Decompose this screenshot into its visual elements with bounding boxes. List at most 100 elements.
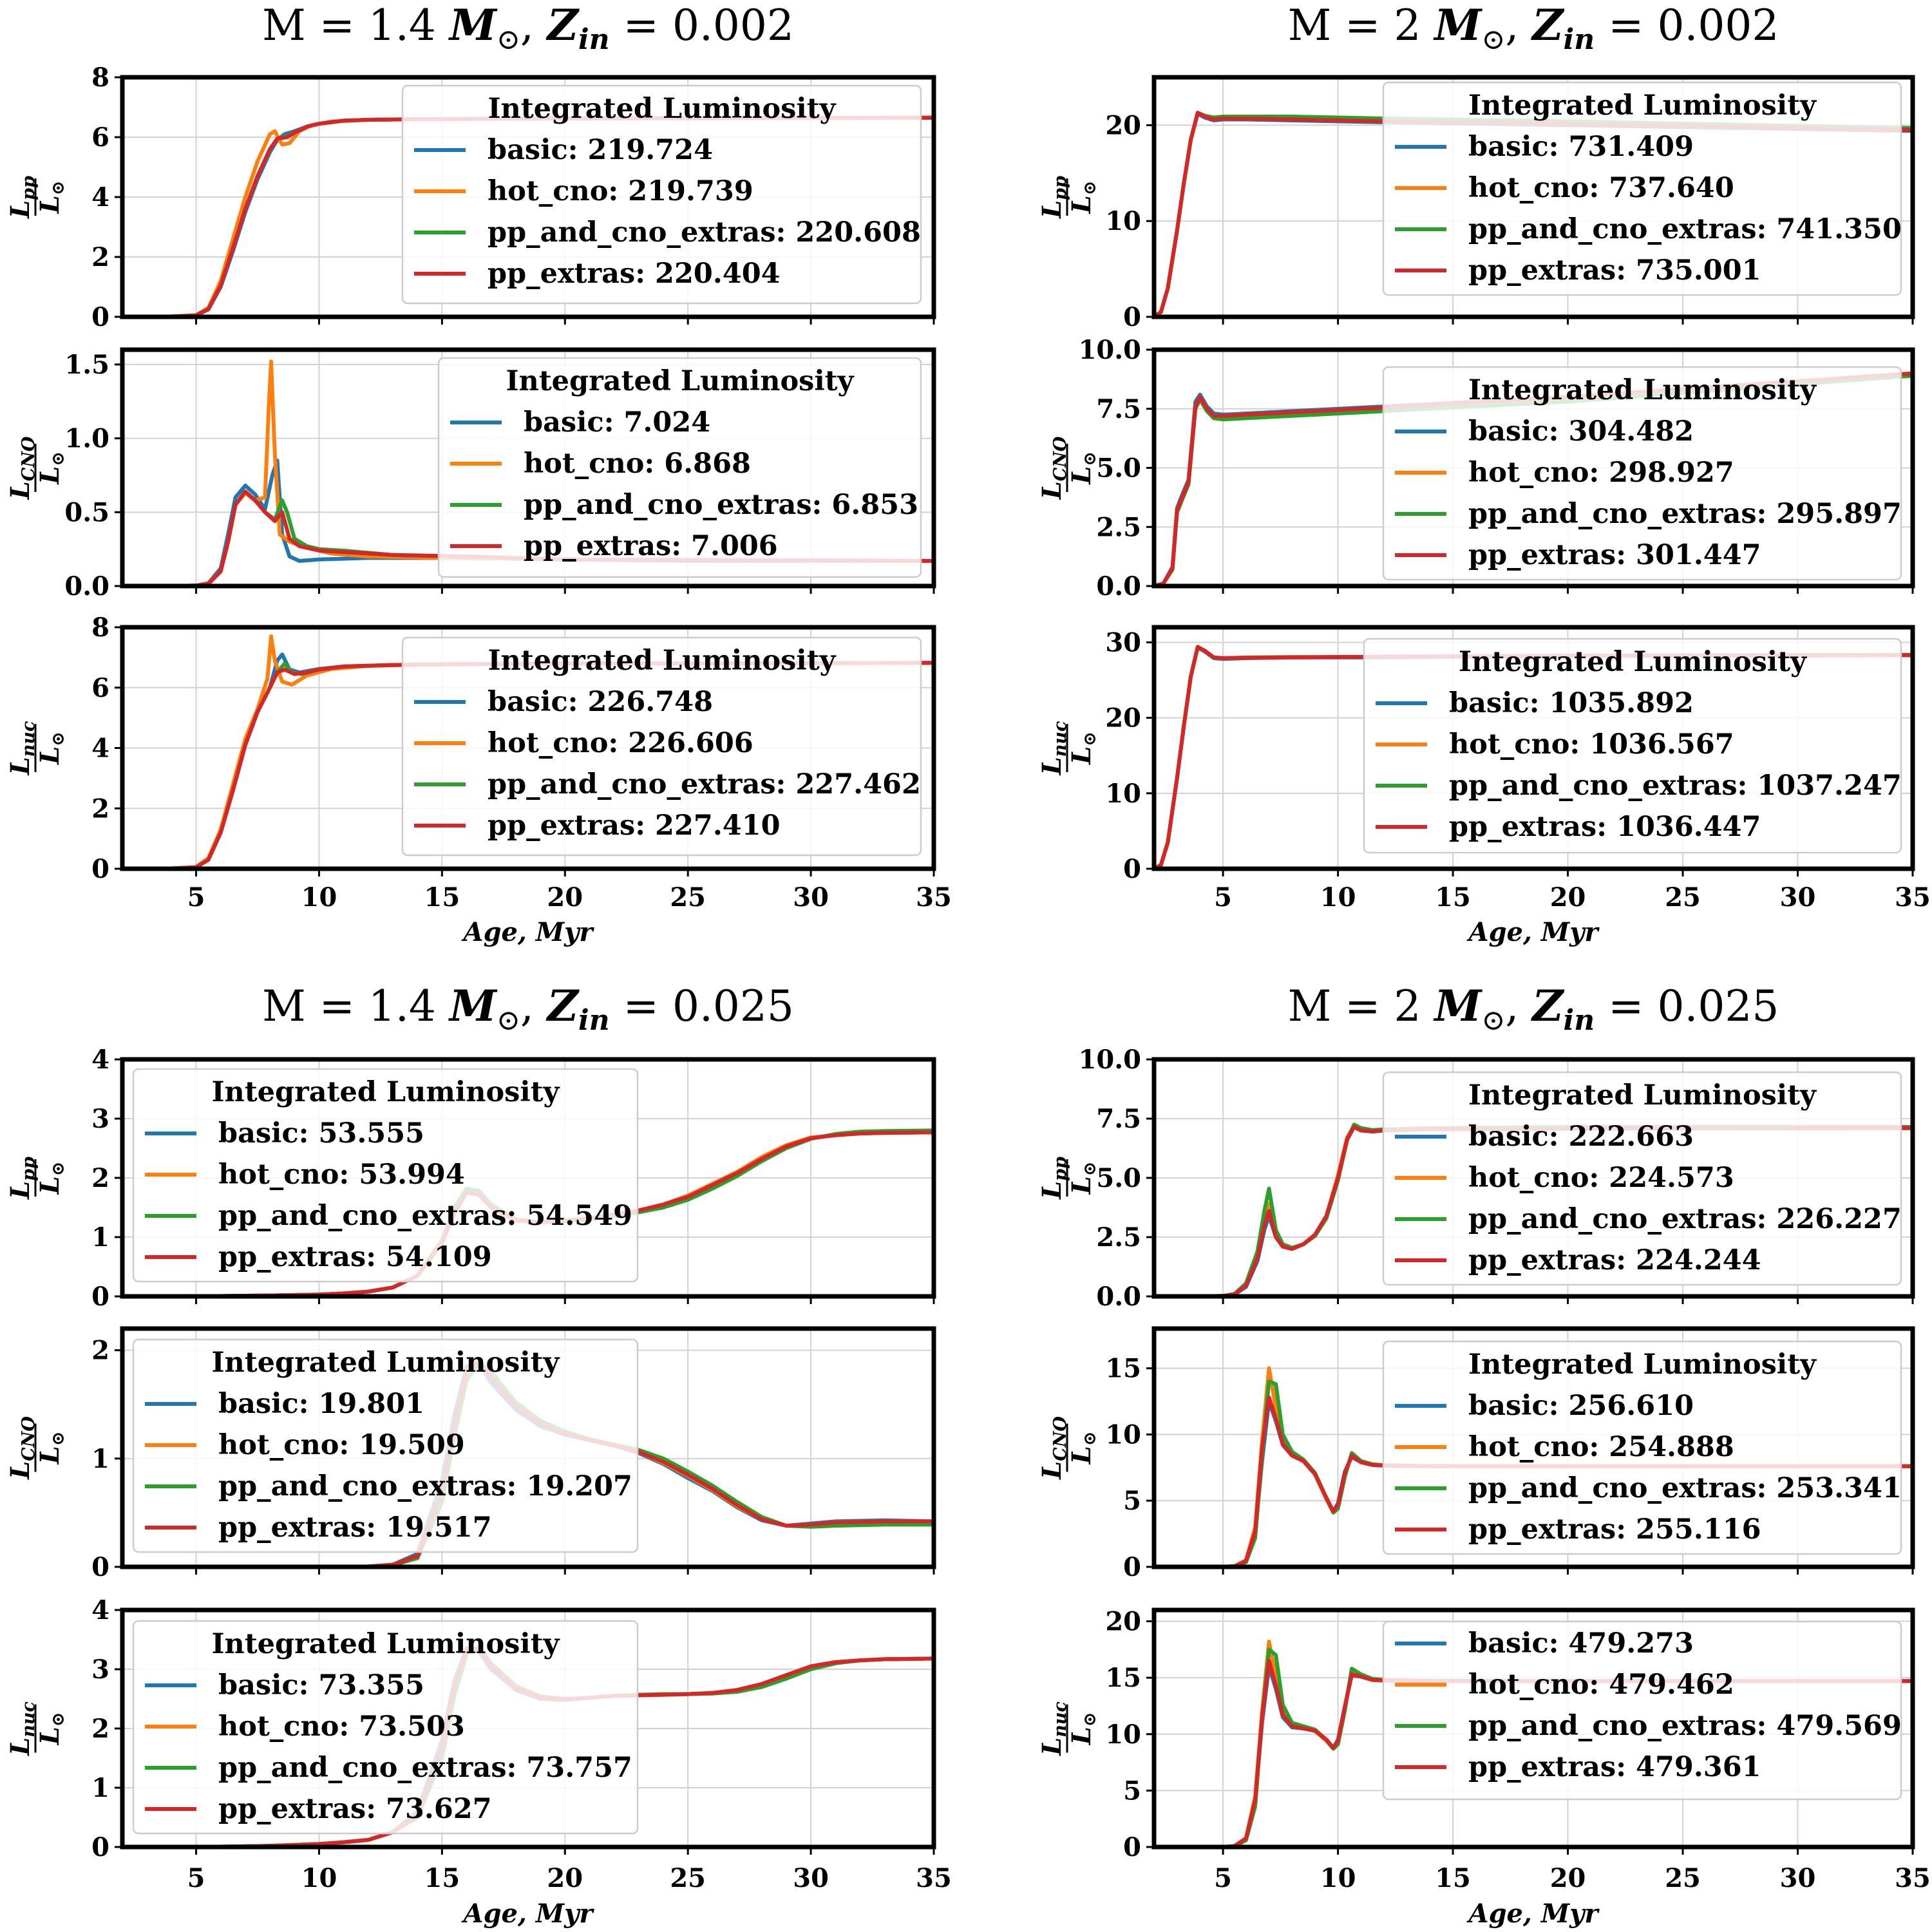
x-tick-label: 15 xyxy=(424,882,460,913)
y-tick-label: 0.5 xyxy=(64,497,109,527)
x-tick-label: 10 xyxy=(301,882,337,913)
y-tick-label: 4 xyxy=(91,1045,109,1075)
x-tick-label: 35 xyxy=(1895,882,1931,913)
x-tick-label: 25 xyxy=(1665,1863,1701,1893)
legend-box xyxy=(132,1338,639,1553)
legend-entry: basic: 256.610 xyxy=(1468,1390,1694,1422)
y-label-denominator: L⊙ xyxy=(35,181,68,214)
legend-title: Integrated Luminosity xyxy=(1459,646,1808,678)
series-group xyxy=(1154,645,1913,869)
y-tick-label: 7.5 xyxy=(1096,394,1141,424)
x-axis-label: Age, Myr xyxy=(461,1899,595,1929)
y-tick-label: 2.5 xyxy=(1096,1222,1141,1253)
panel-title: M = 2 M⊙, Zin = 0.025 xyxy=(1288,981,1779,1037)
y-tick-label: 20 xyxy=(1105,1607,1141,1637)
legend-entry: pp_and_cno_extras: 741.350 xyxy=(1468,213,1902,245)
y-tick-label: 10 xyxy=(1105,1419,1141,1450)
legend: Integrated Luminosity basic: 226.748 hot_c… xyxy=(401,636,922,857)
legend-entry: pp_extras: 224.244 xyxy=(1468,1244,1761,1276)
y-tick-label: 10 xyxy=(1105,779,1141,809)
y-label-denominator: L⊙ xyxy=(1066,181,1100,214)
legend-entry: pp_extras: 255.116 xyxy=(1468,1513,1761,1546)
legend-entry: pp_extras: 7.006 xyxy=(524,530,778,562)
legend-entry: hot_cno: 219.739 xyxy=(488,175,753,207)
y-label-denominator: L⊙ xyxy=(1066,451,1100,485)
y-tick-label: 5 xyxy=(1123,1776,1141,1806)
y-label-numerator: Lnuc xyxy=(1037,1701,1070,1756)
legend-box xyxy=(1382,366,1902,581)
legend: Integrated Luminosity basic: 219.724 hot_c… xyxy=(401,84,922,305)
x-tick-label: 5 xyxy=(1214,1863,1232,1893)
series-line-pp-extras xyxy=(122,489,934,586)
y-tick-label: 0 xyxy=(1123,1552,1141,1582)
y-tick-label: 1 xyxy=(91,1444,109,1474)
y-tick-label: 15 xyxy=(1105,1354,1141,1384)
legend: Integrated Luminosity basic: 73.355 hot_cn… xyxy=(132,1620,639,1835)
x-tick-label: 25 xyxy=(670,882,706,913)
panel-title: M = 1.4 M⊙, Zin = 0.002 xyxy=(262,0,794,56)
x-tick-label: 5 xyxy=(187,1863,205,1893)
y-label-denominator: L⊙ xyxy=(1066,1432,1100,1465)
y-label-denominator: L⊙ xyxy=(35,1432,68,1465)
legend-entry: basic: 19.801 xyxy=(218,1388,424,1420)
axes-frame xyxy=(120,347,936,589)
x-tick-label: 10 xyxy=(1320,882,1356,913)
legend: Integrated Luminosity basic: 53.555 hot_cn… xyxy=(132,1068,639,1283)
series-group xyxy=(1154,1640,1913,1847)
x-tick-label: 20 xyxy=(547,1863,583,1893)
series-group xyxy=(1154,1122,1913,1296)
legend-entry: basic: 222.663 xyxy=(1468,1121,1694,1153)
y-tick-label: 1.0 xyxy=(64,424,109,454)
y-tick-label: 1 xyxy=(91,1222,109,1253)
y-tick-label: 0 xyxy=(91,302,109,332)
legend-box xyxy=(1382,1340,1902,1555)
y-label-denominator: L⊙ xyxy=(35,732,68,765)
legend: Integrated Luminosity basic: 1035.892 hot_… xyxy=(1363,638,1902,854)
legend-title: Integrated Luminosity xyxy=(1468,1349,1817,1381)
legend-entry: hot_cno: 479.462 xyxy=(1468,1669,1734,1701)
x-tick-label: 15 xyxy=(1435,1863,1471,1893)
legend-title: Integrated Luminosity xyxy=(211,1076,560,1108)
axes-frame xyxy=(1151,1607,1915,1850)
legend-entry: pp_extras: 1036.447 xyxy=(1449,811,1761,843)
y-tick-label: 10.0 xyxy=(1079,1045,1141,1075)
legend-entry: pp_extras: 479.361 xyxy=(1468,1751,1761,1783)
legend-box xyxy=(1382,1071,1902,1286)
legend: Integrated Luminosity basic: 7.024 hot_cno… xyxy=(437,357,922,578)
y-tick-label: 8 xyxy=(91,612,109,643)
legend-box xyxy=(1382,1620,1902,1801)
legend-entry: hot_cno: 1036.567 xyxy=(1449,728,1734,761)
y-tick-label: 6 xyxy=(91,673,109,703)
y-tick-label: 2 xyxy=(91,1163,109,1193)
legend-entry: pp_and_cno_extras: 295.897 xyxy=(1468,498,1902,530)
y-label-denominator: L⊙ xyxy=(35,1162,68,1195)
series-group xyxy=(1154,1366,1913,1567)
legend-entry: hot_cno: 53.994 xyxy=(218,1159,465,1191)
x-tick-label: 20 xyxy=(1550,1863,1586,1893)
x-tick-label: 35 xyxy=(916,882,952,913)
legend-entry: pp_extras: 220.404 xyxy=(488,258,781,290)
axes-frame xyxy=(1151,625,1915,871)
legend: Integrated Luminosity basic: 256.610 hot_c… xyxy=(1382,1340,1902,1555)
y-label-numerator: Lnuc xyxy=(1037,721,1070,776)
y-label-numerator: Lpp xyxy=(5,1157,39,1200)
x-tick-label: 15 xyxy=(1435,882,1471,913)
legend-entry: hot_cno: 226.606 xyxy=(488,727,753,759)
y-tick-label: 4 xyxy=(91,1595,109,1625)
legend-entry: basic: 219.724 xyxy=(488,134,713,166)
series-line-pp-extras xyxy=(1154,1124,1913,1296)
y-label-numerator: LCNO xyxy=(5,1416,39,1480)
legend-entry: basic: 53.555 xyxy=(218,1117,424,1150)
legend-title: Integrated Luminosity xyxy=(506,365,855,397)
x-tick-label: 35 xyxy=(1895,1863,1931,1893)
legend-box xyxy=(437,357,922,578)
